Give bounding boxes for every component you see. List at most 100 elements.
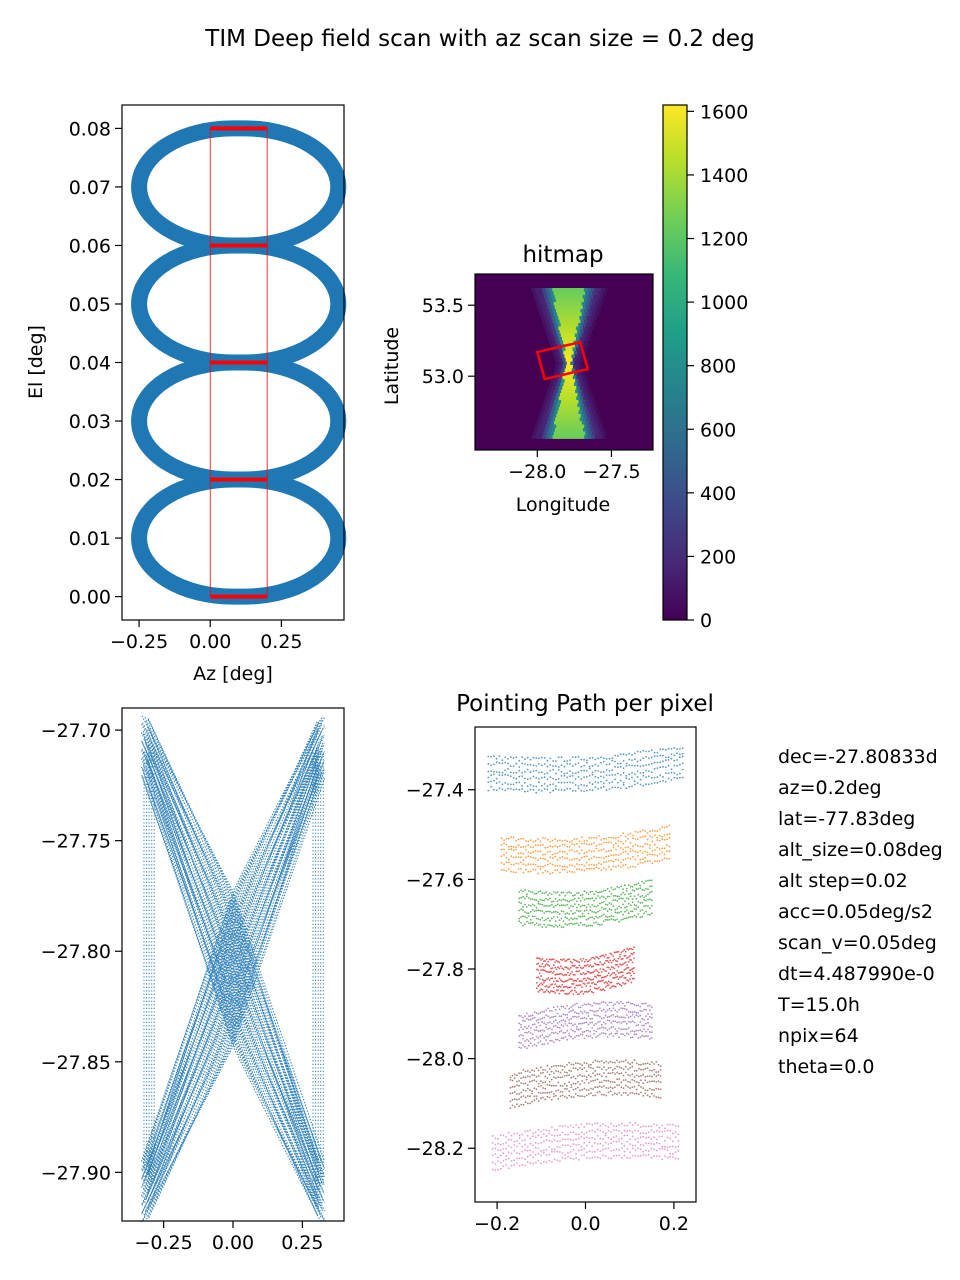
pointing-point	[585, 918, 588, 921]
hitmap-cell	[573, 330, 578, 334]
pointing-point	[586, 963, 589, 966]
pointing-point	[539, 1040, 542, 1043]
pointing-point	[570, 917, 572, 920]
hitmap-cell	[558, 316, 563, 320]
pointing-point	[576, 922, 578, 925]
pointing-point	[614, 973, 617, 976]
pointing-point	[644, 1089, 647, 1091]
pointing-point	[569, 1124, 572, 1127]
pointing-point	[610, 859, 612, 862]
pointing-point	[572, 993, 575, 996]
pointing-point	[645, 910, 647, 913]
pointing-point	[533, 923, 536, 926]
pointing-point	[650, 756, 653, 759]
hitmap-cell	[585, 389, 590, 394]
pointing-point	[594, 1094, 597, 1097]
pointing-point	[623, 954, 626, 957]
pointing-point	[545, 1161, 548, 1164]
pointing-point	[545, 1129, 548, 1132]
pointing-point	[598, 1081, 601, 1084]
pointing-point	[591, 1151, 594, 1153]
pointing-point	[622, 1028, 624, 1030]
pointing-point	[533, 1038, 536, 1041]
pointing-point	[529, 922, 532, 924]
hitmap-cell	[577, 414, 582, 418]
pointing-point	[600, 869, 603, 871]
pointing-point	[656, 836, 659, 839]
pointing-point	[602, 1001, 605, 1003]
pointing-point	[615, 1125, 618, 1128]
pointing-point	[577, 762, 580, 765]
pointing-point	[552, 783, 554, 785]
hitmap-cell	[595, 312, 600, 317]
pointing-point	[561, 1156, 564, 1159]
pointing-point	[559, 1095, 562, 1097]
pointing-point	[616, 1071, 618, 1074]
pointing-point	[535, 1019, 538, 1022]
pointing-point	[627, 867, 629, 869]
pointing-point	[623, 1150, 626, 1153]
pointing-point	[641, 1002, 644, 1005]
pointing-point	[614, 1061, 616, 1064]
pointing-point	[619, 956, 621, 958]
hitmap-cell	[602, 431, 607, 436]
hitmap-cell	[591, 414, 596, 418]
pointing-point	[620, 976, 623, 978]
pointing-point	[624, 1034, 626, 1037]
pointing-point	[505, 1141, 507, 1144]
pointing-point	[557, 1097, 560, 1100]
pointing-point	[588, 781, 591, 784]
pointing-point	[549, 845, 552, 848]
pointing-point	[627, 838, 629, 840]
pointing-point	[589, 1030, 592, 1033]
pointing-point	[516, 1098, 518, 1101]
pointing-point	[555, 778, 557, 781]
pointing-point	[552, 990, 555, 993]
pointing-point	[526, 1018, 528, 1020]
pointing-point	[561, 973, 564, 976]
pointing-point	[637, 1147, 639, 1150]
pointing-point	[612, 860, 615, 863]
pointing-point	[522, 1095, 525, 1097]
pointing-point	[596, 1128, 599, 1131]
pointing-point	[552, 760, 554, 762]
pointing-point	[558, 904, 561, 907]
pointing-point	[587, 897, 590, 900]
pointing-point	[543, 773, 546, 775]
pointing-point	[579, 1089, 581, 1092]
pointing-point	[561, 850, 564, 853]
pointing-point	[624, 863, 627, 866]
hitmap-cell	[545, 424, 550, 429]
hitmap-cell	[588, 291, 593, 296]
pointing-point	[585, 1151, 588, 1154]
pointing-point	[505, 1136, 507, 1138]
pointing-point	[556, 916, 559, 918]
pointing-point	[570, 1096, 573, 1098]
pointing-point	[620, 1067, 623, 1069]
pointing-point	[559, 1065, 562, 1067]
hitmap-cell	[563, 382, 568, 387]
pointing-point	[513, 1106, 516, 1108]
pointing-point	[548, 1080, 551, 1083]
pointing-point	[608, 774, 611, 777]
hitmap-cell	[576, 396, 581, 401]
pointing-point	[572, 918, 574, 921]
pointing-point	[564, 1153, 567, 1156]
hitmap-cell	[563, 403, 568, 408]
hitmap-cell	[557, 323, 562, 327]
pointing-point	[526, 756, 529, 759]
pointing-point	[646, 832, 649, 834]
pointing-point	[620, 910, 622, 913]
pointing-point	[627, 1033, 630, 1035]
hitmap-cell	[543, 312, 548, 317]
pointing-point	[517, 863, 520, 865]
pointing-point	[602, 976, 604, 979]
pointing-point	[581, 1017, 584, 1020]
pointing-point	[534, 863, 537, 866]
pointing-point	[549, 1021, 551, 1023]
pointing-point	[624, 1065, 627, 1068]
hitmap-cell	[553, 333, 558, 338]
pointing-point	[555, 1094, 557, 1097]
pointing-point	[631, 916, 634, 918]
pointing-point	[674, 1157, 677, 1160]
